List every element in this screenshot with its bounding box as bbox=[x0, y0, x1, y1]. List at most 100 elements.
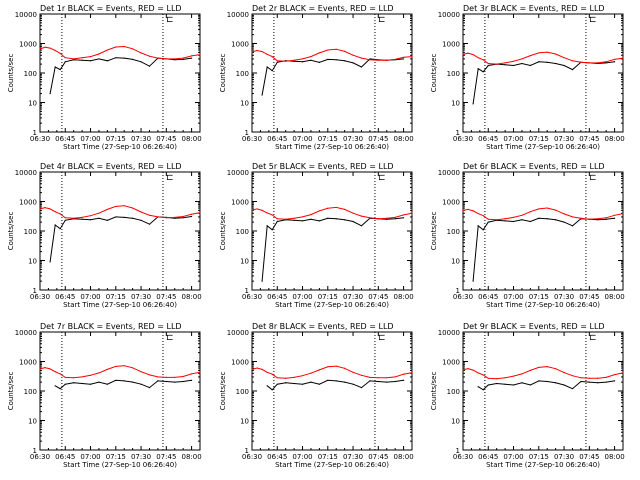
events-point bbox=[261, 280, 263, 282]
events-series-line bbox=[477, 380, 615, 391]
x-tick-label: 07:00 bbox=[292, 293, 312, 301]
x-tick-label: 07:15 bbox=[106, 453, 126, 461]
lld-point bbox=[123, 365, 125, 367]
lld-point bbox=[335, 206, 337, 209]
y-tick-label: 10 bbox=[28, 418, 37, 426]
events-point bbox=[318, 61, 320, 63]
x-axis-label: Start Time (27-Sep-10 06:26:40) bbox=[486, 143, 600, 151]
x-tick-label: 07:45 bbox=[579, 135, 599, 143]
events-point bbox=[352, 220, 354, 223]
lld-point bbox=[512, 375, 515, 377]
lld-point bbox=[266, 53, 268, 55]
y-tick-label: 1 bbox=[456, 447, 460, 455]
x-tick-label: 07:30 bbox=[131, 293, 151, 301]
events-point bbox=[261, 94, 263, 96]
y-axis-label: Counts/sec bbox=[430, 212, 438, 251]
events-point bbox=[301, 220, 304, 222]
lld-point bbox=[190, 373, 193, 375]
detector-panel: Det 1r BLACK = Events, RED = LLD 06:30 06:… bbox=[7, 4, 202, 151]
panel-title: Det 2r BLACK = Events, RED = LLD bbox=[252, 4, 394, 13]
lld-point bbox=[157, 216, 159, 218]
lld-point bbox=[293, 217, 295, 219]
plot-frame bbox=[462, 13, 624, 133]
x-tick-label: 07:15 bbox=[529, 453, 549, 461]
y-axis-label: Counts/sec bbox=[7, 212, 15, 251]
events-point bbox=[555, 62, 557, 65]
events-point bbox=[487, 64, 489, 67]
lld-point bbox=[157, 57, 159, 59]
lld-point bbox=[394, 58, 396, 60]
events-point bbox=[276, 220, 278, 223]
events-point bbox=[174, 381, 176, 383]
plot-frame bbox=[462, 331, 624, 451]
events-point bbox=[174, 217, 176, 219]
x-tick-label: 06:30 bbox=[30, 453, 50, 461]
lld-series-line bbox=[251, 365, 413, 379]
time-marker: ⊏ bbox=[589, 333, 597, 343]
lld-point bbox=[588, 62, 590, 64]
lld-point bbox=[377, 59, 379, 61]
y-tick-label: 100 bbox=[24, 70, 37, 78]
events-point bbox=[360, 225, 363, 227]
events-point bbox=[310, 218, 312, 220]
lld-point bbox=[64, 57, 66, 59]
x-axis-label: Start Time (27-Sep-10 06:26:40) bbox=[486, 461, 600, 469]
x-tick-label: 06:30 bbox=[453, 135, 473, 143]
x-tick-label: 07:00 bbox=[503, 293, 523, 301]
lld-point bbox=[44, 367, 46, 369]
x-tick-label: 06:45 bbox=[267, 293, 287, 301]
events-point bbox=[115, 379, 117, 381]
x-tick-label: 07:15 bbox=[529, 293, 549, 301]
lld-point bbox=[256, 367, 258, 369]
events-series-line bbox=[472, 61, 615, 104]
lld-series-line bbox=[39, 365, 201, 379]
lld-point bbox=[369, 376, 371, 378]
y-tick-label: 10000 bbox=[227, 169, 249, 177]
events-point bbox=[327, 217, 329, 219]
x-tick-label: 06:30 bbox=[30, 293, 50, 301]
detector-panel: Det 2r BLACK = Events, RED = LLD 06:30 06:… bbox=[219, 4, 414, 151]
events-point bbox=[613, 61, 616, 63]
events-point bbox=[140, 219, 142, 221]
lld-point bbox=[165, 58, 167, 60]
events-point bbox=[482, 389, 484, 391]
y-tick-label: 1 bbox=[456, 129, 460, 137]
y-tick-label: 10 bbox=[28, 258, 37, 266]
lld-point bbox=[89, 215, 92, 217]
lld-point bbox=[73, 217, 75, 219]
lld-point bbox=[89, 55, 92, 58]
y-axis-label: Counts/sec bbox=[430, 54, 438, 93]
events-point bbox=[182, 380, 184, 383]
events-point bbox=[482, 71, 484, 73]
lld-point bbox=[344, 50, 346, 52]
detector-panel: Det 8r BLACK = Events, RED = LLD 06:30 06:… bbox=[219, 322, 414, 469]
panel-title: Det 8r BLACK = Events, RED = LLD bbox=[252, 322, 394, 331]
lld-point bbox=[504, 62, 506, 64]
lld-point bbox=[182, 215, 184, 218]
lld-series-line bbox=[462, 366, 624, 380]
y-tick-label: 100 bbox=[24, 388, 37, 396]
panel-title: Det 4r BLACK = Events, RED = LLD bbox=[40, 162, 182, 171]
panel-title: Det 5r BLACK = Events, RED = LLD bbox=[252, 162, 394, 171]
y-tick-label: 100 bbox=[236, 228, 249, 236]
lld-point bbox=[580, 61, 582, 63]
events-point bbox=[182, 217, 184, 219]
y-tick-label: 1000 bbox=[442, 41, 460, 49]
lld-point bbox=[123, 45, 125, 48]
events-point bbox=[106, 219, 108, 221]
y-tick-label: 1000 bbox=[442, 359, 460, 367]
y-tick-label: 100 bbox=[447, 70, 460, 78]
lld-point bbox=[504, 218, 506, 220]
events-point bbox=[369, 380, 371, 382]
lld-point bbox=[605, 376, 607, 378]
lld-point bbox=[487, 62, 489, 65]
lld-point bbox=[555, 209, 557, 211]
lld-point bbox=[106, 208, 108, 210]
events-point bbox=[271, 70, 273, 72]
lld-point bbox=[555, 53, 557, 55]
events-point bbox=[148, 65, 151, 67]
lld-point bbox=[462, 53, 464, 55]
events-point bbox=[477, 68, 479, 70]
time-marker: ⊏ bbox=[378, 173, 386, 183]
lld-point bbox=[335, 48, 337, 50]
